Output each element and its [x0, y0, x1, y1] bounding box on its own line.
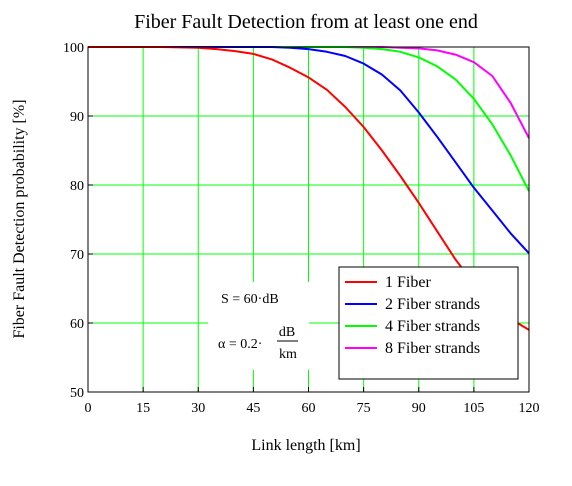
x-tick-label: 30: [191, 401, 205, 416]
y-tick-label: 60: [70, 317, 84, 332]
parameter-annotation: S = 60·dB α = 0.2· dB km: [208, 282, 309, 370]
y-tick-label: 50: [70, 386, 84, 401]
y-tick-label: 70: [70, 248, 84, 263]
x-tick-label: 0: [85, 401, 92, 416]
x-tick-label: 75: [357, 401, 371, 416]
annotation-background: [208, 282, 309, 370]
legend-label: 2 Fiber strands: [385, 296, 480, 313]
tick-marks: [87, 46, 530, 393]
chart-title: Fiber Fault Detection from at least one …: [134, 11, 478, 33]
y-tick-label: 90: [70, 110, 84, 125]
x-tick-label: 105: [463, 401, 484, 416]
annotation-alpha: α = 0.2·: [218, 337, 262, 352]
legend: 1 Fiber 2 Fiber strands 4 Fiber strands 8 F…: [338, 266, 519, 380]
legend-items: 1 Fiber 2 Fiber strands 4 Fiber strands 8 F…: [345, 274, 480, 357]
x-tick-label: 90: [412, 401, 426, 416]
y-tick-labels: 50 60 70 80 90 100: [63, 41, 84, 401]
x-tick-label: 60: [302, 401, 316, 416]
x-tick-labels: 0 15 30 45 60 75 90 105 120: [85, 401, 540, 416]
x-tick-label: 15: [136, 401, 150, 416]
y-tick-label: 80: [70, 179, 84, 194]
annotation-s: S = 60·dB: [221, 292, 279, 307]
legend-label: 8 Fiber strands: [385, 340, 480, 357]
x-tick-label: 45: [246, 401, 260, 416]
annotation-alpha-denominator: km: [279, 347, 297, 362]
y-tick-label: 100: [63, 41, 84, 56]
y-axis-label: Fiber Fault Detection probability [%]: [11, 99, 28, 338]
x-tick-label: 120: [519, 401, 540, 416]
legend-box: [338, 266, 519, 380]
annotation-alpha-numerator: dB: [279, 325, 295, 340]
x-axis-label: Link length [km]: [251, 437, 360, 454]
legend-label: 4 Fiber strands: [385, 318, 480, 335]
legend-label: 1 Fiber: [385, 274, 431, 291]
